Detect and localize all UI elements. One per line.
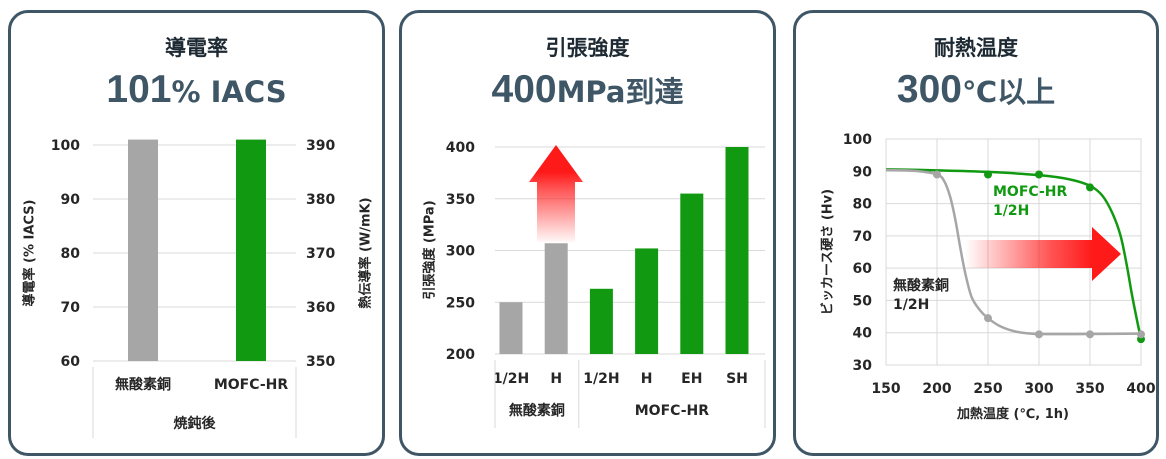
x-tick-label: 400 <box>1126 381 1155 397</box>
y2-tick-label: 370 <box>306 246 335 262</box>
y2-tick-label: 390 <box>306 138 335 154</box>
panel-headline: 300℃以上 <box>796 67 1156 120</box>
data-point <box>933 170 941 179</box>
y-axis-label: 導電率 (% IACS) <box>22 199 38 306</box>
panel-title: 引張強度 <box>545 36 630 60</box>
y2-axis-label: 熱伝導率 (W/mK) <box>358 197 374 308</box>
data-point <box>1035 330 1043 339</box>
data-point <box>1035 170 1043 179</box>
category-label: 1/2H <box>493 371 529 387</box>
y-axis-label: 引張強度 (MPa) <box>422 200 438 299</box>
bar <box>725 147 749 354</box>
headline-unit: MPa到達 <box>556 75 684 109</box>
bar <box>128 139 158 361</box>
headline-number: 101 <box>106 68 172 111</box>
category-label: SH <box>726 371 748 387</box>
y-tick-label: 30 <box>853 358 873 374</box>
category-label: 無酸素銅 <box>115 376 171 393</box>
y-tick-label: 400 <box>446 140 475 156</box>
y-tick-label: 70 <box>853 229 873 245</box>
y-tick-label: 100 <box>51 138 80 154</box>
right-arrow-icon <box>965 227 1121 281</box>
category-label: 1/2H <box>583 371 619 387</box>
bar <box>236 139 266 361</box>
y-tick-label: 60 <box>61 354 81 370</box>
x-tick-label: 250 <box>973 381 1002 397</box>
headline-unit: ℃以上 <box>961 75 1056 109</box>
tensile-strength-chart: 200 250 300 350 400 1/2H H 1/2H H EH SH 無酸素銅 MOFC-HR… <box>422 140 766 428</box>
panel-title: 耐熱温度 <box>934 36 1018 60</box>
data-point <box>1086 183 1094 192</box>
bar <box>680 193 704 354</box>
group-label: MOFC-HR <box>635 403 710 419</box>
heat-resistance-panel: 耐熱温度 300℃以上 <box>793 10 1159 456</box>
y2-tick-label: 360 <box>306 300 335 316</box>
y2-tick-label: 380 <box>306 192 335 208</box>
series-label: 無酸素銅 <box>893 277 949 294</box>
category-label: H <box>550 371 562 387</box>
x-tick-label: 350 <box>1075 381 1104 397</box>
data-point <box>984 314 992 323</box>
series-label: 1/2H <box>893 297 929 313</box>
category-label: EH <box>681 371 702 387</box>
group-label: 焼鈍後 <box>174 415 217 432</box>
data-point <box>984 170 992 179</box>
y-tick-label: 70 <box>61 300 81 316</box>
y-tick-label: 90 <box>61 192 81 208</box>
y-tick-label: 250 <box>446 295 475 311</box>
y-tick-label: 100 <box>843 132 872 148</box>
bar <box>544 243 568 354</box>
y-axis-label: ビッカース硬さ (Hv) <box>820 189 836 315</box>
y-tick-label: 40 <box>853 326 873 342</box>
conductivity-chart: 60 70 80 90 100 350 360 370 380 390 無酸素銅 MOFC-HR 焼鈍後… <box>22 138 374 438</box>
series-label: MOFC-HR <box>993 184 1068 200</box>
x-axis-label: 加熱温度 (℃, 1h) <box>956 406 1069 422</box>
y-tick-label: 300 <box>446 244 475 260</box>
y-tick-label: 50 <box>853 293 873 309</box>
plot-area <box>885 138 1142 366</box>
y-tick-label: 80 <box>853 197 873 213</box>
panel-title: 導電率 <box>165 36 228 60</box>
headline-unit: % IACS <box>171 75 287 109</box>
conductivity-panel: 導電率 101% IACS <box>8 10 385 456</box>
x-tick-label: 300 <box>1024 381 1053 397</box>
bar <box>635 248 659 354</box>
tensile-strength-panel: 引張強度 400MPa到達 <box>399 10 776 456</box>
series-label: 1/2H <box>993 203 1029 219</box>
headline-number: 400 <box>491 68 557 111</box>
panel-headline: 400MPa到達 <box>402 67 773 120</box>
group-label: 無酸素銅 <box>509 402 565 419</box>
data-point <box>1137 330 1145 339</box>
x-tick-label: 150 <box>871 381 900 397</box>
data-point <box>1086 330 1094 339</box>
bar <box>499 302 523 354</box>
x-tick-label: 200 <box>922 381 951 397</box>
up-arrow-icon <box>529 145 583 242</box>
panel-headline: 101% IACS <box>11 67 382 120</box>
hardness-chart: 30 40 50 60 70 80 90 100 150 200 250 300 350 400 ビッカース… <box>820 132 1156 422</box>
series-line <box>885 168 1142 336</box>
category-label: H <box>641 371 653 387</box>
y-tick-label: 80 <box>61 246 81 262</box>
y-tick-label: 350 <box>446 192 475 208</box>
y2-tick-label: 350 <box>306 354 335 370</box>
category-label: MOFC-HR <box>214 377 289 393</box>
y-tick-label: 60 <box>853 261 873 277</box>
y-tick-label: 90 <box>853 164 873 180</box>
bar <box>589 288 613 354</box>
headline-number: 300 <box>896 68 962 111</box>
y-tick-label: 200 <box>446 347 475 363</box>
